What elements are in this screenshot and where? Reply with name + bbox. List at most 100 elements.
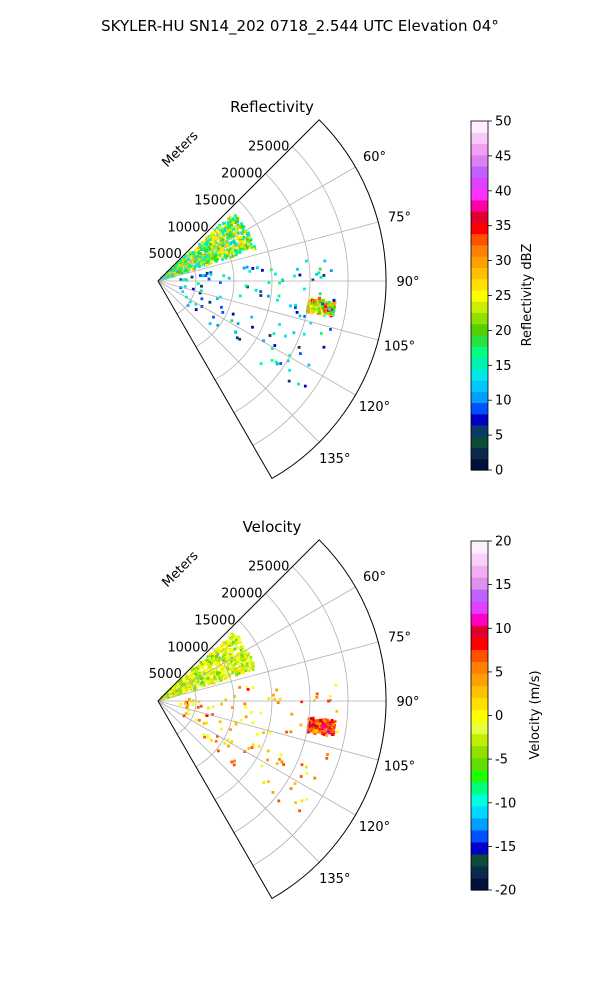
echo-cell: [325, 756, 329, 760]
echo-cell: [248, 269, 252, 273]
echo-cell: [244, 715, 248, 719]
echo-cell: [217, 227, 221, 231]
echo-cell: [217, 660, 221, 664]
echo-cell: [267, 697, 271, 701]
echo-cell: [315, 721, 319, 725]
colorbar-segment: [471, 637, 488, 650]
echo-cell: [247, 242, 250, 246]
echo-cell: [232, 640, 235, 644]
echo-cell: [197, 664, 200, 668]
echo-cell: [206, 662, 210, 666]
colorbar-segment: [471, 244, 488, 257]
echo-cell: [193, 667, 196, 671]
echo-cell: [227, 661, 231, 664]
echo-cell: [208, 322, 212, 325]
azimuth-tick-label: 90°: [396, 275, 419, 290]
colorbar-segment: [471, 278, 488, 291]
echo-cell: [228, 655, 232, 659]
echo-cell: [177, 692, 180, 696]
echo-cell: [306, 727, 310, 730]
colorbar-segment: [471, 188, 488, 201]
echo-cell: [215, 226, 219, 230]
echo-cell: [245, 665, 248, 669]
echo-cell: [189, 264, 193, 268]
echo-cell: [196, 682, 200, 686]
echo-cell: [166, 696, 170, 699]
echo-cell: [229, 222, 233, 226]
echo-cell: [208, 652, 212, 656]
echo-cell: [179, 286, 183, 290]
echo-cell: [321, 305, 325, 309]
echo-cell: [212, 657, 216, 661]
echo-cell: [184, 712, 188, 715]
echo-cell: [228, 241, 231, 245]
echo-cell: [191, 668, 194, 672]
echo-cell: [208, 660, 211, 664]
echo-cell: [167, 690, 170, 694]
echo-cell: [329, 312, 333, 315]
echo-cell: [319, 312, 322, 316]
echo-cell: [304, 765, 308, 769]
echo-cell: [319, 299, 323, 303]
echo-cell: [241, 238, 245, 242]
echo-cell: [198, 265, 201, 269]
echo-cell: [214, 661, 217, 665]
echo-cell: [203, 735, 206, 739]
azimuth-spoke: [157, 586, 356, 702]
echo-cell: [251, 325, 254, 329]
echo-cell: [286, 359, 290, 363]
echo-cell: [218, 656, 221, 660]
echo-cell: [250, 315, 254, 319]
echo-cell: [287, 379, 291, 383]
echo-cell: [299, 775, 303, 778]
echo-cell: [193, 672, 197, 676]
echo-cell: [196, 282, 200, 285]
echo-cell: [200, 297, 204, 301]
colorbar-segment: [471, 256, 488, 268]
echo-cell: [226, 246, 230, 250]
echo-cell: [266, 749, 270, 753]
echo-cell: [330, 718, 334, 722]
echo-cell: [179, 691, 183, 694]
echo-cell: [199, 669, 202, 673]
colorbar-segment: [471, 391, 488, 404]
colorbar-segment: [471, 613, 488, 626]
echo-cell: [207, 682, 211, 686]
reflectivity-colorbar: 0 5 10 15 20 25 30 35 40 45 50: [470, 115, 512, 479]
colorbar-tick-label: 15: [495, 578, 512, 593]
echo-cell: [227, 744, 230, 748]
echo-cell: [196, 678, 200, 681]
colorbar-tick-label: 20: [495, 535, 512, 550]
echo-cell: [317, 271, 321, 275]
colorbar-segment: [471, 565, 488, 578]
echo-cell: [235, 641, 239, 645]
sector-outline: [157, 539, 387, 900]
echo-cell: [315, 692, 319, 696]
echo-cell: [297, 346, 301, 349]
echo-cell: [311, 722, 315, 726]
echo-cell: [212, 238, 216, 241]
colorbar-tick-label: 45: [495, 149, 512, 164]
radial-tick-label: 15000: [194, 193, 235, 208]
echo-cell: [277, 799, 281, 803]
echo-cell: [214, 254, 217, 258]
echo-cell: [262, 339, 265, 343]
echo-cell: [235, 635, 239, 639]
echo-cell: [242, 235, 246, 239]
echo-cell: [175, 270, 179, 274]
echo-cell: [205, 263, 208, 267]
echo-cell: [303, 315, 307, 318]
echo-cell: [221, 655, 225, 659]
azimuth-spoke: [157, 280, 320, 443]
echo-cell: [199, 289, 203, 293]
echo-cell: [231, 312, 235, 316]
echo-cell: [200, 247, 204, 251]
range-ring: [233, 173, 311, 413]
echo-cell: [216, 297, 219, 300]
echo-cell: [297, 382, 300, 386]
echo-cell: [230, 760, 234, 764]
colorbar-segment: [471, 697, 488, 711]
echo-cell: [184, 269, 187, 273]
echo-cell: [299, 723, 303, 727]
echo-cell: [317, 727, 321, 731]
